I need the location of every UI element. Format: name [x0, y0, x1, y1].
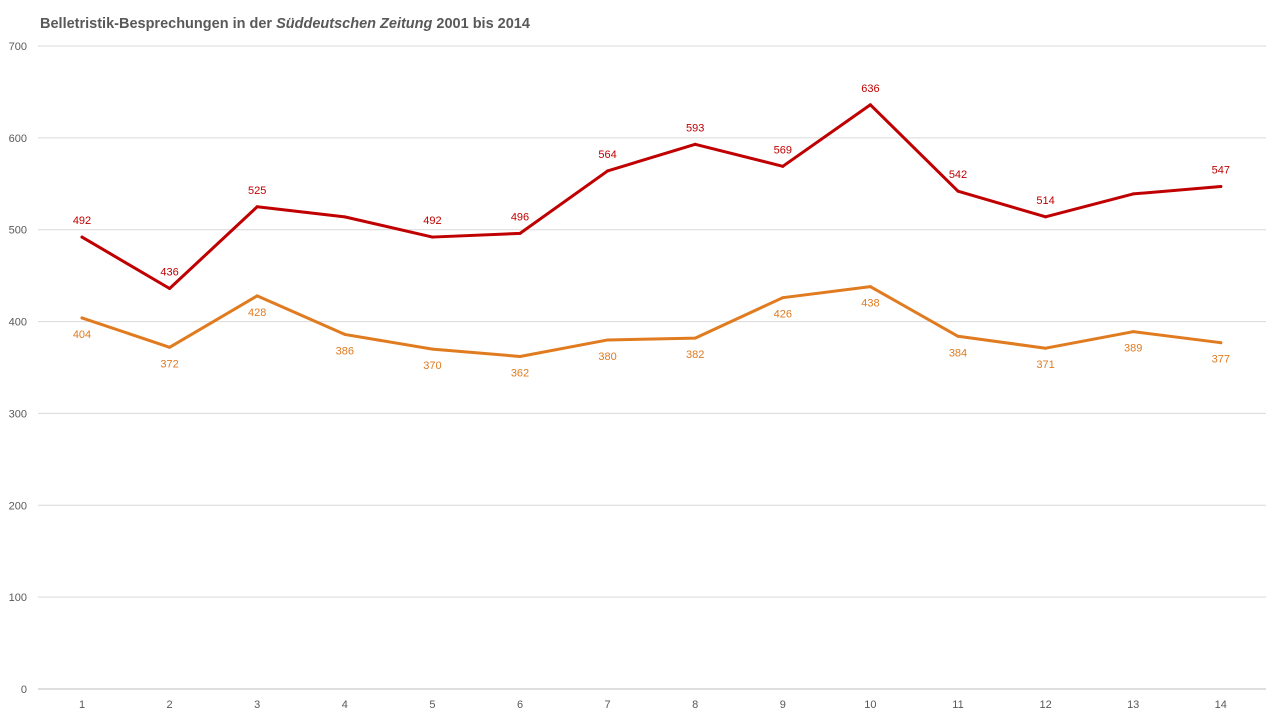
chart-title: Belletristik-Besprechungen in der Süddeu…: [40, 16, 530, 32]
data-point: [1044, 346, 1048, 350]
data-point: [518, 354, 522, 358]
data-point: [956, 334, 960, 338]
data-point: [80, 235, 84, 239]
data-point: [255, 294, 259, 298]
data-label: 564: [598, 149, 616, 161]
data-label: 428: [248, 307, 266, 319]
y-tick-label: 100: [9, 592, 27, 604]
y-tick-label: 500: [9, 225, 27, 237]
data-point: [255, 205, 259, 209]
y-tick-label: 700: [9, 41, 27, 53]
x-tick-label: 5: [429, 699, 435, 711]
gridlines: [38, 45, 1266, 690]
data-label: 404: [73, 329, 91, 341]
data-label: 362: [511, 367, 529, 379]
data-point: [781, 296, 785, 300]
data-point: [80, 316, 84, 320]
x-tick-label: 9: [780, 699, 786, 711]
data-point: [606, 169, 610, 173]
data-point: [430, 235, 434, 239]
data-label: 386: [336, 345, 354, 357]
data-label: 569: [774, 144, 792, 156]
data-point: [168, 345, 172, 349]
data-label: 389: [1124, 343, 1142, 355]
data-point: [343, 332, 347, 336]
series-line-1: [80, 103, 1223, 291]
x-tick-label: 14: [1215, 699, 1227, 711]
data-point: [956, 189, 960, 193]
series-line-2: [80, 285, 1223, 358]
y-tick-label: 0: [21, 684, 27, 696]
y-axis: 0 100 200 300 400 500 600 700: [9, 41, 27, 696]
x-tick-label: 3: [254, 699, 260, 711]
y-tick-label: 300: [9, 408, 27, 420]
chart-title-part-3: 2001 bis 2014: [432, 16, 530, 32]
data-label: 593: [686, 122, 704, 134]
x-tick-label: 12: [1039, 699, 1051, 711]
data-point: [343, 215, 347, 219]
data-point: [1131, 192, 1135, 196]
data-point: [1219, 185, 1223, 189]
x-tick-label: 10: [864, 699, 876, 711]
data-label: 438: [861, 298, 879, 310]
data-label: 370: [423, 360, 441, 372]
data-label: 372: [160, 358, 178, 370]
x-tick-label: 8: [692, 699, 698, 711]
data-label: 514: [1036, 195, 1054, 207]
data-point: [1044, 215, 1048, 219]
data-point: [868, 285, 872, 289]
data-label: 436: [160, 267, 178, 279]
x-tick-label: 2: [167, 699, 173, 711]
data-label: 636: [861, 83, 879, 95]
data-label: 382: [686, 349, 704, 361]
data-point: [606, 338, 610, 342]
x-tick-label: 11: [952, 699, 963, 711]
data-point: [168, 287, 172, 291]
data-point: [868, 103, 872, 107]
x-tick-label: 6: [517, 699, 523, 711]
data-label: 371: [1036, 359, 1054, 371]
chart-title-newspaper: Süddeutschen Zeitung: [276, 16, 433, 32]
data-labels: 492 436 525 492 496 564 593 569 636 542 514 547 404 3…: [73, 83, 1230, 380]
x-tick-label: 7: [605, 699, 611, 711]
data-label: 426: [774, 309, 792, 321]
data-point: [1219, 341, 1223, 345]
data-label: 377: [1212, 354, 1230, 366]
data-label: 525: [248, 185, 266, 197]
data-label: 547: [1212, 165, 1230, 177]
y-tick-label: 200: [9, 500, 27, 512]
data-label: 492: [73, 215, 91, 227]
data-point: [518, 231, 522, 235]
y-tick-label: 400: [9, 317, 27, 329]
x-tick-label: 13: [1127, 699, 1139, 711]
data-point: [693, 336, 697, 340]
data-label: 492: [423, 215, 441, 227]
data-point: [430, 347, 434, 351]
data-point: [781, 164, 785, 168]
x-tick-label: 4: [342, 699, 348, 711]
x-tick-label: 1: [79, 699, 85, 711]
data-label: 542: [949, 169, 967, 181]
data-point: [693, 142, 697, 146]
x-axis: 1 2 3 4 5 6 7 8 9 10 11 12 13 14: [79, 699, 1227, 711]
data-point: [1131, 330, 1135, 334]
y-tick-label: 600: [9, 133, 27, 145]
data-label: 384: [949, 347, 967, 359]
series-lines: [80, 103, 1223, 358]
data-label: 380: [598, 351, 616, 363]
chart-title-part-1: Belletristik-Besprechungen in der: [40, 16, 277, 32]
data-label: 496: [511, 211, 529, 223]
